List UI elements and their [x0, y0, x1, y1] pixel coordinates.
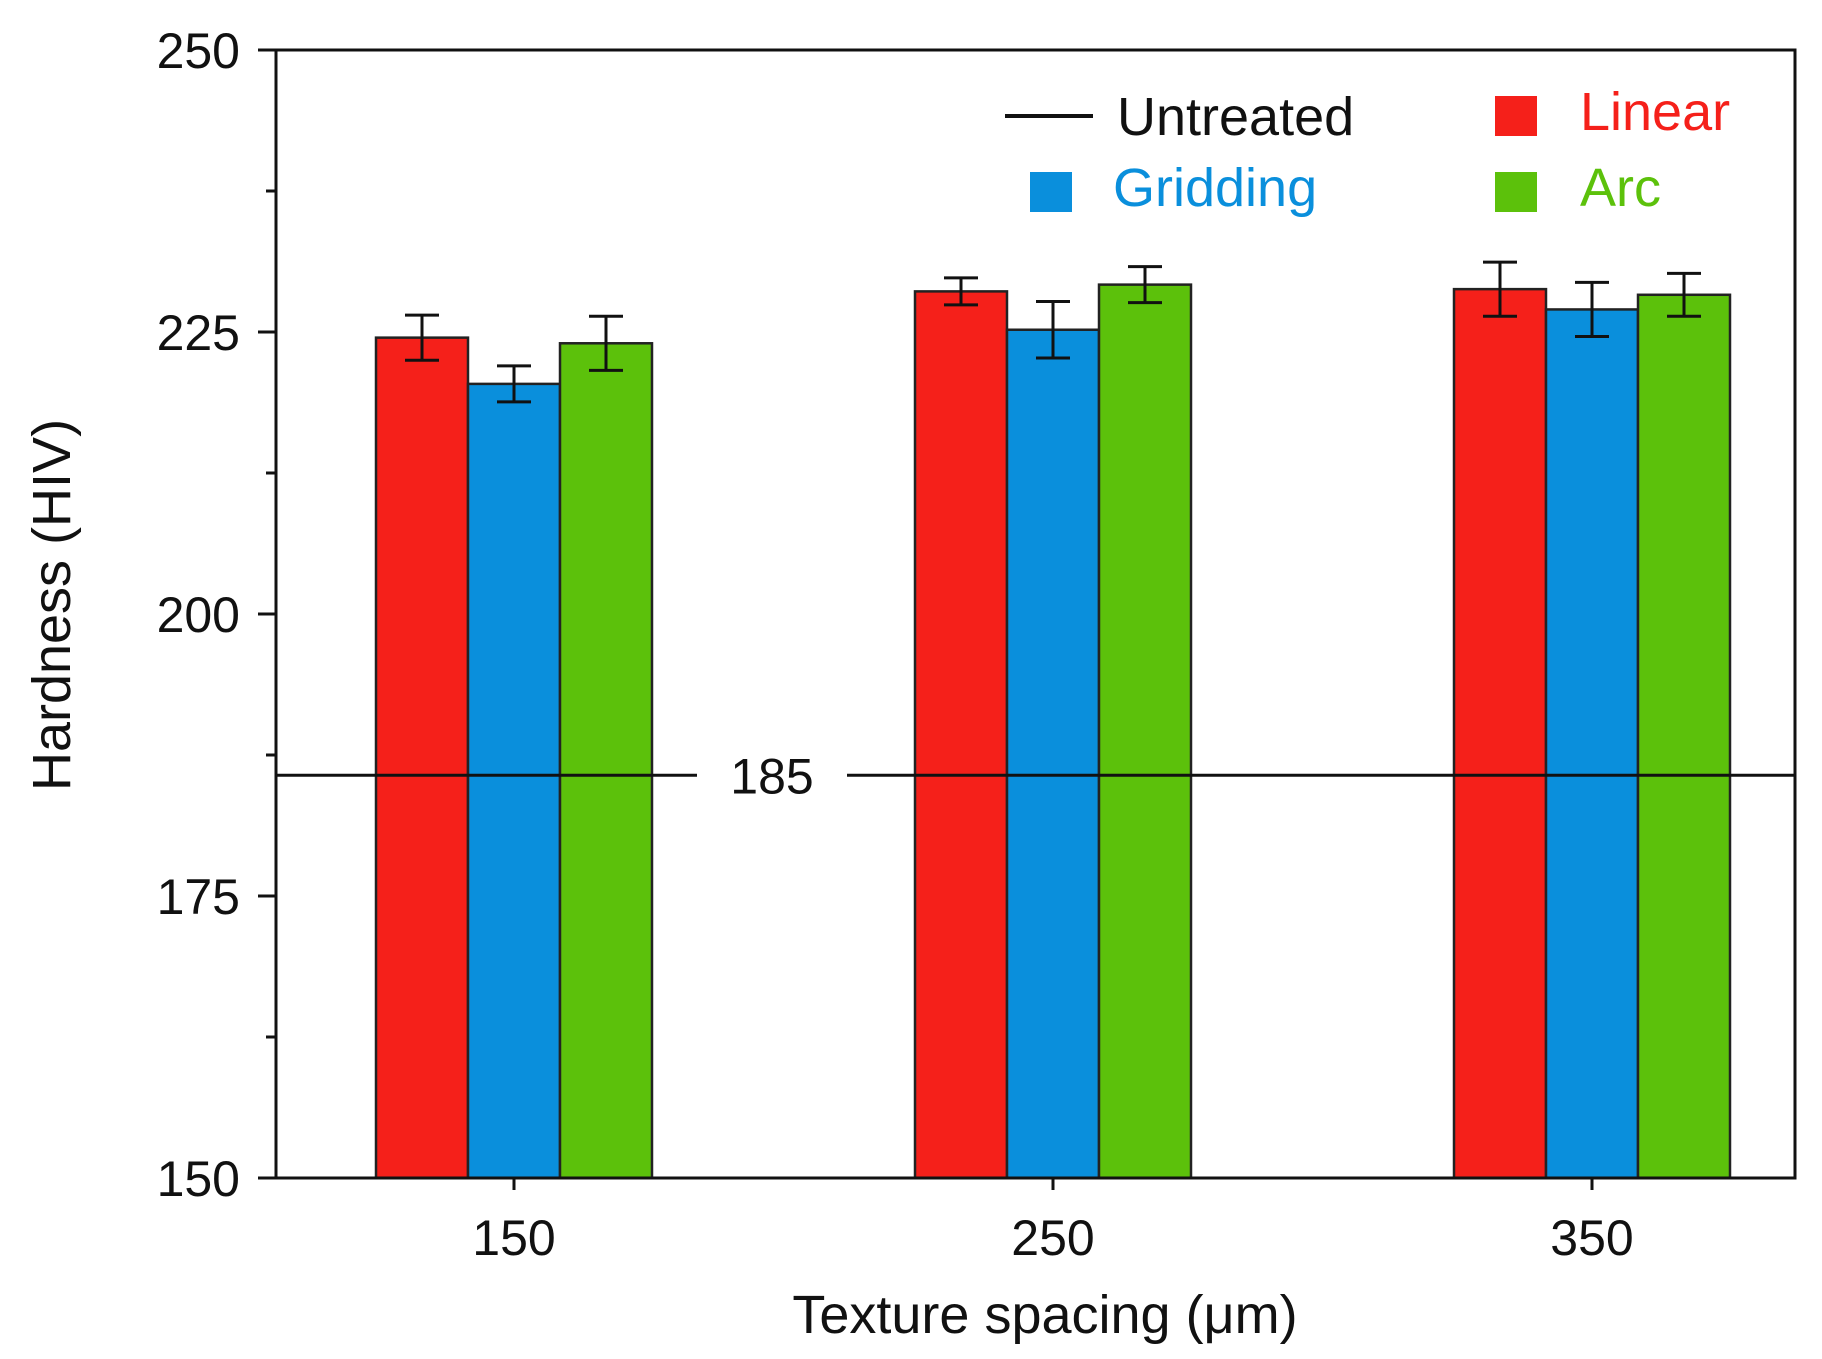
bar-gridding-250 [1005, 328, 1101, 1180]
y-tick-label-225: 225 [157, 305, 240, 361]
bar-gridding-350 [1544, 308, 1640, 1180]
x-tick-label-150: 150 [472, 1210, 555, 1266]
bar-gridding-150 [466, 382, 562, 1180]
x-tick-label-250: 250 [1011, 1210, 1094, 1266]
axes: 150 250 350 150 175 200 225 250 [157, 23, 1797, 1266]
y-axis-title: Hardness (HIV) [22, 419, 82, 791]
x-tick-label-350: 350 [1550, 1210, 1633, 1266]
legend-label-linear: Linear [1580, 82, 1730, 142]
y-tick-label-200: 200 [157, 587, 240, 643]
legend-label-gridding: Gridding [1113, 158, 1317, 218]
legend-swatch-linear [1495, 96, 1537, 136]
bar-linear-150 [374, 336, 470, 1180]
y-tick-label-150: 150 [157, 1151, 240, 1207]
legend-label-arc: Arc [1580, 158, 1661, 218]
reference-line-label: 185 [730, 748, 813, 804]
bar-arc-250 [1097, 283, 1193, 1180]
plot-area: 185 [276, 260, 1795, 1180]
legend-label-untreated: Untreated [1117, 87, 1354, 147]
x-axis-title: Texture spacing (μm) [792, 1285, 1297, 1345]
bar-linear-350 [1452, 287, 1548, 1180]
bar-linear-250 [913, 290, 1009, 1180]
legend: Untreated Linear Gridding Arc [1005, 82, 1730, 218]
bar-arc-350 [1636, 293, 1732, 1180]
y-tick-label-250: 250 [157, 23, 240, 79]
y-tick-label-175: 175 [157, 869, 240, 925]
bar-arc-150 [558, 342, 654, 1180]
legend-swatch-arc [1495, 172, 1537, 212]
legend-swatch-gridding [1030, 172, 1072, 212]
